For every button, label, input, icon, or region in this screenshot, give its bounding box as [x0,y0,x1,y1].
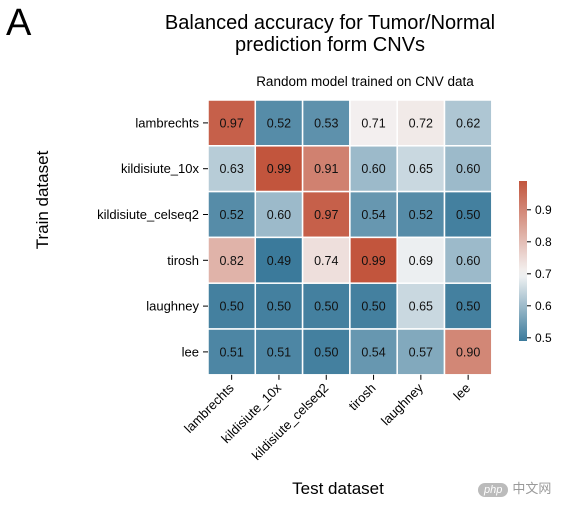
chart-subtitle: Random model trained on CNV data [256,74,474,89]
heatmap-cell [443,190,493,239]
colorbar-tick-label: 0.6 [535,299,552,313]
cell-value-label: 0.91 [314,162,338,176]
heatmap-cell [254,190,304,239]
cell-value-label: 0.54 [361,208,385,222]
cell-value-label: 0.50 [314,345,338,359]
heatmap-cell [254,145,304,193]
cell-value-label: 0.54 [361,345,385,359]
cell-value-label: 0.74 [314,254,338,268]
x-tick-label: laughney [378,380,426,428]
heatmap-cell [443,328,493,376]
heatmap-cell [254,236,304,284]
y-tick-label: tirosh [167,253,199,268]
cell-value-label: 0.97 [219,116,243,130]
cell-value-label: 0.52 [409,208,433,222]
heatmap-cell [443,99,493,147]
cell-value-label: 0.50 [456,300,480,314]
colorbar-tick-label: 0.5 [535,331,552,345]
colorbar-tick-label: 0.8 [535,235,552,249]
cell-value-label: 0.99 [267,162,291,176]
chart-title-line-2: prediction form CNVs [234,34,426,56]
cell-value-label: 0.53 [314,116,338,130]
cell-value-label: 0.71 [361,116,385,130]
cell-value-label: 0.60 [267,208,291,222]
y-tick-label: lee [182,344,199,359]
heatmap-cell [254,282,304,330]
cell-value-label: 0.51 [219,345,243,359]
watermark-badge: php [478,483,509,497]
cell-value-label: 0.72 [409,116,433,130]
heatmap-cell [301,328,351,376]
cell-value-label: 0.50 [361,300,385,314]
cell-value-label: 0.69 [409,254,433,268]
heatmap-cell [207,145,257,193]
cell-value-label: 0.50 [267,300,291,314]
cell-value-label: 0.65 [409,300,433,314]
cell-value-label: 0.60 [456,254,480,268]
y-tick-label: kildisiute_celseq2 [97,207,199,222]
y-axis-title: Train dataset [33,150,52,249]
cell-value-label: 0.63 [219,162,243,176]
chart-title-line-1: Balanced accuracy for Tumor/Normal [164,12,496,34]
cell-value-label: 0.62 [456,116,480,130]
heatmap-cell [396,282,446,330]
cell-value-label: 0.50 [456,208,480,222]
cell-value-label: 0.50 [314,300,338,314]
cell-value-label: 0.99 [361,254,385,268]
heatmap-cell [301,190,351,239]
heatmap-cell [396,236,446,284]
colorbar [519,181,527,341]
watermark-text: 中文网 [512,481,552,496]
cell-value-label: 0.49 [267,254,291,268]
cell-value-label: 0.52 [267,116,291,130]
x-axis-title: Test dataset [292,479,384,498]
cell-value-label: 0.60 [361,162,385,176]
x-tick-label: lee [450,380,473,403]
cell-value-label: 0.50 [219,300,243,314]
heatmap-cell [396,190,446,239]
cell-value-label: 0.65 [409,162,433,176]
heatmap-cell [396,328,446,376]
cell-value-label: 0.52 [219,208,243,222]
cell-value-label: 0.90 [456,345,480,359]
cell-value-label: 0.97 [314,208,338,222]
cell-value-label: 0.57 [409,345,433,359]
heatmap-cell [254,328,304,376]
y-tick-label: laughney [146,299,199,314]
cell-value-label: 0.82 [219,254,243,268]
y-tick-label: lambrechts [135,115,199,130]
colorbar-tick-label: 0.9 [535,203,552,217]
heatmap-cell [396,145,446,193]
x-tick-label: tirosh [346,380,379,413]
heatmap-cell [301,282,351,330]
cell-value-label: 0.60 [456,162,480,176]
cell-value-label: 0.51 [267,345,291,359]
watermark: php 中文网 [478,478,551,497]
heatmap-cell [207,282,257,330]
colorbar-tick-label: 0.7 [535,267,552,281]
heatmap-cell [207,236,257,284]
y-tick-label: kildisiute_10x [121,161,200,176]
panel-label: A [6,2,32,44]
